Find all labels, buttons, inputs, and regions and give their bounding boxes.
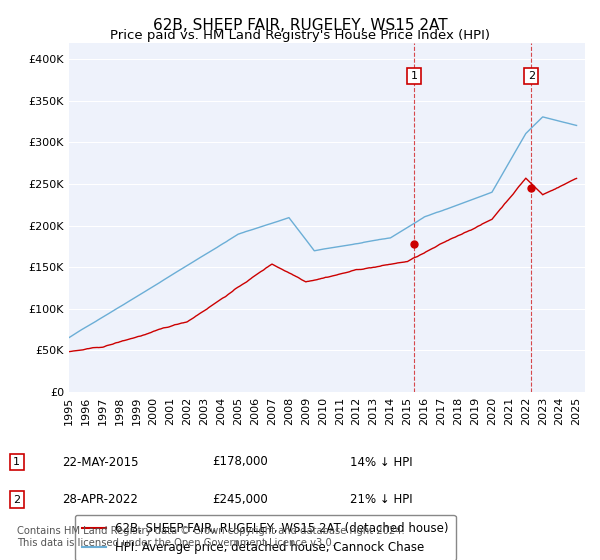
Text: £245,000: £245,000	[212, 493, 268, 506]
Text: £178,000: £178,000	[212, 455, 268, 469]
Text: 1: 1	[13, 457, 20, 467]
Text: 28-APR-2022: 28-APR-2022	[62, 493, 137, 506]
Text: 21% ↓ HPI: 21% ↓ HPI	[350, 493, 412, 506]
Text: 2: 2	[527, 71, 535, 81]
Legend: 62B, SHEEP FAIR, RUGELEY, WS15 2AT (detached house), HPI: Average price, detache: 62B, SHEEP FAIR, RUGELEY, WS15 2AT (deta…	[75, 515, 455, 560]
Text: 62B, SHEEP FAIR, RUGELEY, WS15 2AT: 62B, SHEEP FAIR, RUGELEY, WS15 2AT	[152, 18, 448, 33]
Text: 14% ↓ HPI: 14% ↓ HPI	[350, 455, 412, 469]
Text: 22-MAY-2015: 22-MAY-2015	[62, 455, 139, 469]
Text: 1: 1	[410, 71, 418, 81]
Text: 2: 2	[13, 494, 20, 505]
Text: Price paid vs. HM Land Registry's House Price Index (HPI): Price paid vs. HM Land Registry's House …	[110, 29, 490, 42]
Text: Contains HM Land Registry data © Crown copyright and database right 2024.
This d: Contains HM Land Registry data © Crown c…	[17, 526, 404, 548]
